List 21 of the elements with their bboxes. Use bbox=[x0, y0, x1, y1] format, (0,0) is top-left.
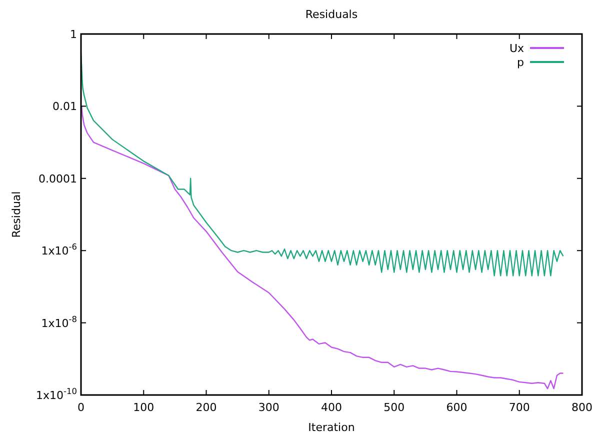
y-tick-label: 1x10$^{-8}$ bbox=[41, 314, 77, 330]
y-tick-label: 1x10$^{-10}$ bbox=[36, 386, 77, 402]
y-tick-label: 0.01 bbox=[52, 100, 77, 114]
y-tick-label: 0.0001 bbox=[38, 172, 77, 186]
y-tick-label: 1 bbox=[70, 28, 77, 41]
chart-title: Residuals bbox=[305, 8, 358, 21]
legend-label: Ux bbox=[509, 42, 524, 55]
x-tick-label: 300 bbox=[258, 401, 280, 414]
x-tick-label: 600 bbox=[446, 401, 468, 414]
x-tick-label: 700 bbox=[508, 401, 530, 414]
x-tick-label: 800 bbox=[572, 401, 592, 414]
line-series bbox=[81, 106, 564, 390]
y-tick-label: 1x10$^{-6}$ bbox=[41, 242, 77, 258]
x-tick-label: 400 bbox=[321, 401, 342, 414]
x-tick-label: 200 bbox=[196, 401, 217, 414]
x-tick-label: 500 bbox=[384, 401, 405, 414]
x-tick-label: 0 bbox=[78, 401, 84, 414]
x-tick-label: 100 bbox=[133, 401, 154, 414]
x-axis-title: Iteration bbox=[308, 421, 355, 434]
y-axis-title: Residual bbox=[10, 191, 23, 238]
legend-label: p bbox=[517, 56, 524, 69]
